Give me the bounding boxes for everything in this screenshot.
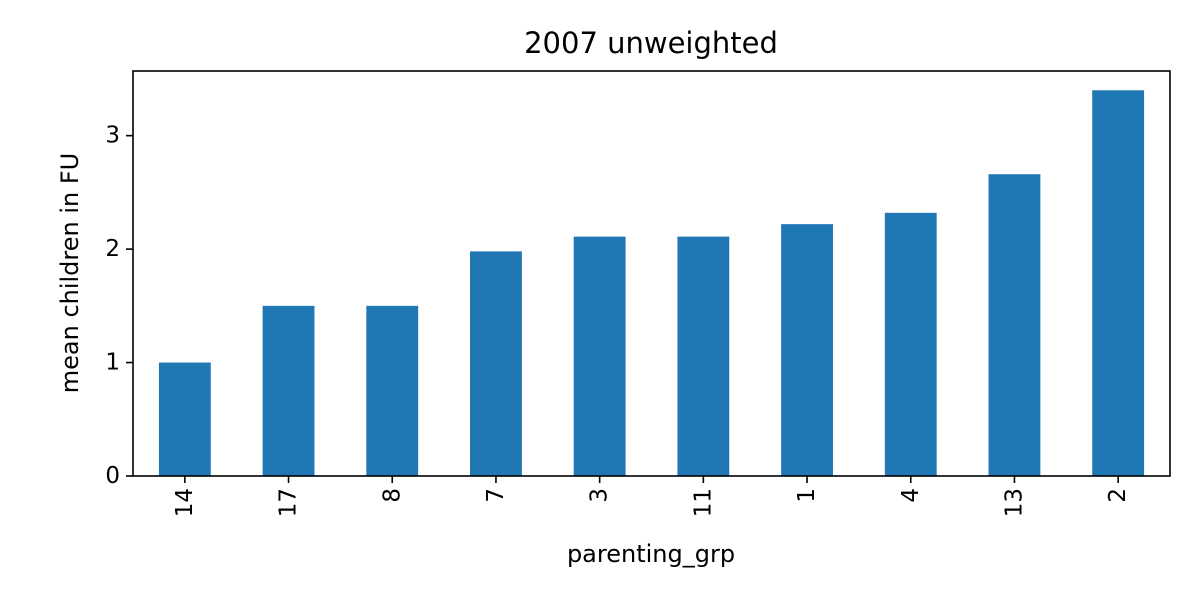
x-tick-label-17: 17 [276,488,302,517]
plot-frame [132,70,1171,477]
x-tick-label-11: 11 [690,488,716,517]
x-tick-label-4: 4 [898,488,924,503]
y-tick-label-1: 1 [105,350,120,376]
x-tick-label-7: 7 [483,488,509,503]
x-axis-label: parenting_grp [567,540,735,568]
chart-title: 2007 unweighted [524,26,778,60]
bar-17 [262,305,315,476]
y-tick-label-2: 2 [105,236,120,262]
x-tick-label-8: 8 [379,488,405,503]
y-axis-label: mean children in FU [56,153,84,394]
bar-11 [677,236,730,476]
y-tick-label-3: 3 [105,123,120,149]
x-axis-ticks: 14 17 8 7 3 11 1 4 13 2 [172,476,1131,517]
bar-14 [158,362,211,476]
bar-1 [781,224,833,476]
x-tick-label-3: 3 [587,488,613,503]
x-tick-label-2: 2 [1105,488,1131,503]
bar-7 [470,251,522,476]
bar-4 [884,212,937,477]
x-tick-label-1: 1 [794,488,820,503]
bars-group [158,90,1145,477]
bar-8 [366,305,419,476]
x-tick-label-14: 14 [172,488,198,517]
y-axis-ticks: 0 1 2 3 [105,123,133,489]
bar-3 [573,236,626,476]
bar-13 [988,174,1041,476]
x-tick-label-13: 13 [1001,488,1027,517]
bar-2 [1092,90,1145,477]
y-tick-label-0: 0 [105,463,120,489]
